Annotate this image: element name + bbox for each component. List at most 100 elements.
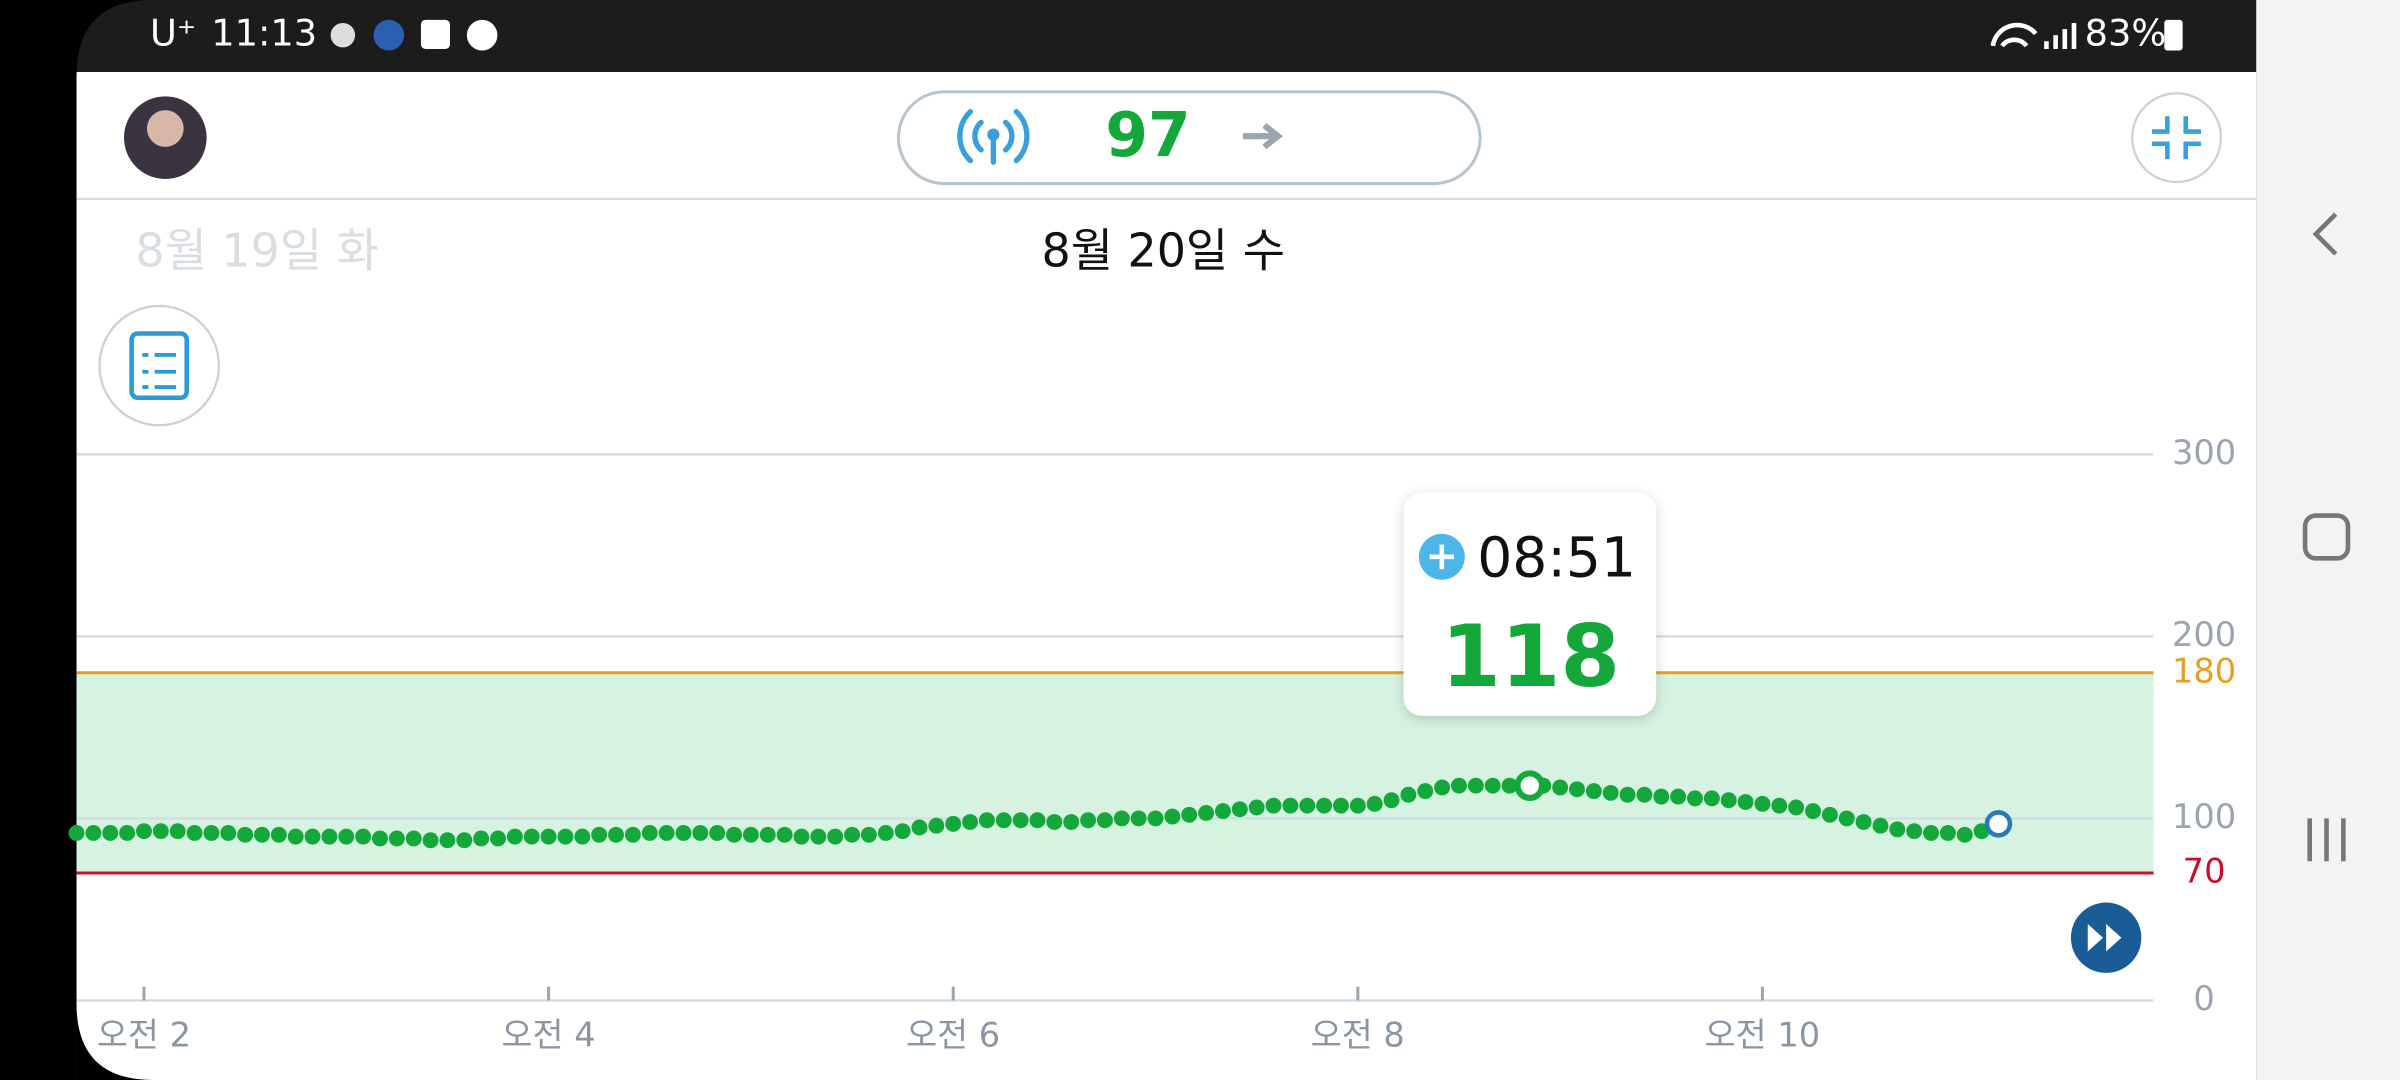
data-point <box>1653 788 1670 805</box>
data-point <box>1501 777 1518 794</box>
data-point <box>1417 783 1434 800</box>
data-point <box>894 823 911 840</box>
sensor-icon <box>987 128 1000 141</box>
data-point <box>254 826 270 843</box>
data-point <box>877 825 894 841</box>
data-point <box>709 825 726 841</box>
data-point <box>136 823 152 840</box>
data-point <box>1923 825 1939 841</box>
data-point <box>860 826 877 843</box>
data-point <box>1080 812 1097 829</box>
data-point <box>1821 806 1838 823</box>
logbook-button[interactable] <box>98 304 221 427</box>
nav-recents[interactable] <box>2307 818 2346 862</box>
tooltip-box <box>1403 492 1657 716</box>
high-limit-label: 180 <box>2172 651 2236 690</box>
data-point <box>372 830 388 847</box>
data-point <box>978 812 995 829</box>
data-point <box>1720 792 1737 809</box>
wifi-icon <box>1990 22 2038 48</box>
data-point <box>422 832 439 849</box>
y-tick-label: 100 <box>2172 797 2236 836</box>
latest-point <box>1984 810 2013 838</box>
data-point <box>456 832 473 849</box>
data-point <box>85 825 102 841</box>
data-point <box>102 825 119 841</box>
data-point <box>68 825 85 841</box>
data-point <box>591 826 608 843</box>
data-point <box>827 828 844 845</box>
data-point <box>119 825 136 841</box>
data-point <box>1687 790 1703 807</box>
data-point <box>1164 808 1181 825</box>
signal-icon <box>2044 22 2077 49</box>
battery-icon <box>2164 19 2183 51</box>
status-icon <box>373 19 405 51</box>
avatar-face <box>146 110 184 147</box>
data-point <box>1805 803 1821 820</box>
data-point <box>1349 797 1366 814</box>
data-point <box>1400 786 1417 803</box>
data-point <box>1754 795 1771 812</box>
data-point <box>1703 790 1720 807</box>
data-point <box>1670 788 1687 805</box>
current-value-pill[interactable] <box>896 90 1482 186</box>
current-value: 97 <box>1105 100 1190 171</box>
logbook-icon <box>142 352 177 389</box>
x-tick-label: 오전 4 <box>502 1016 596 1055</box>
sensor-icon <box>957 108 1030 165</box>
data-point <box>506 828 523 845</box>
data-point <box>1113 810 1130 827</box>
x-tick-label: 오전 6 <box>906 1016 1000 1055</box>
data-point <box>388 830 405 847</box>
data-point <box>1029 812 1046 829</box>
data-point <box>405 830 422 847</box>
data-point <box>237 826 254 843</box>
corner <box>76 0 154 77</box>
data-point <box>1130 810 1147 827</box>
corner <box>76 1003 154 1080</box>
data-point <box>1181 806 1198 823</box>
data-point <box>1147 810 1164 827</box>
collapse-icon <box>2152 116 2202 160</box>
fast-forward-icon <box>2087 923 2122 952</box>
data-point <box>1316 797 1333 814</box>
data-point <box>1333 797 1349 814</box>
nav-back[interactable] <box>2312 212 2338 256</box>
data-point <box>1602 784 1619 801</box>
data-point <box>1299 797 1316 814</box>
low-limit-label: 70 <box>2183 852 2226 891</box>
data-point <box>1282 797 1299 814</box>
data-point <box>1788 799 1805 816</box>
previous-date[interactable]: 8월 19일 화 <box>135 223 379 277</box>
x-tick-label: 오전 8 <box>1311 1016 1405 1055</box>
data-point <box>186 825 203 841</box>
nav-home[interactable] <box>2302 513 2351 561</box>
data-point <box>540 828 557 845</box>
data-point <box>1585 783 1602 800</box>
x-tick-label: 오전 10 <box>1705 1016 1820 1055</box>
battery-level: 83% <box>2085 12 2167 55</box>
x-tick-label: 오전 2 <box>97 1016 191 1055</box>
data-point <box>338 828 355 845</box>
tooltip-value: 118 <box>1441 607 1620 707</box>
trend-arrow <box>1242 123 1284 150</box>
data-point <box>995 812 1012 829</box>
data-point <box>1855 814 1872 831</box>
data-point <box>844 826 861 843</box>
data-point <box>220 825 237 841</box>
data-point <box>169 823 186 840</box>
data-point <box>1451 777 1467 794</box>
data-point <box>439 832 456 849</box>
data-point <box>1771 797 1788 814</box>
data-point <box>1265 797 1282 814</box>
data-point <box>1552 779 1569 796</box>
status-bar <box>76 0 2257 72</box>
collapse-button[interactable] <box>2130 92 2223 184</box>
data-point <box>1063 814 1080 831</box>
data-point <box>1619 786 1636 803</box>
logbook-icon <box>129 331 190 401</box>
data-point <box>962 814 979 831</box>
status-icon <box>330 22 356 48</box>
data-point <box>675 825 692 841</box>
